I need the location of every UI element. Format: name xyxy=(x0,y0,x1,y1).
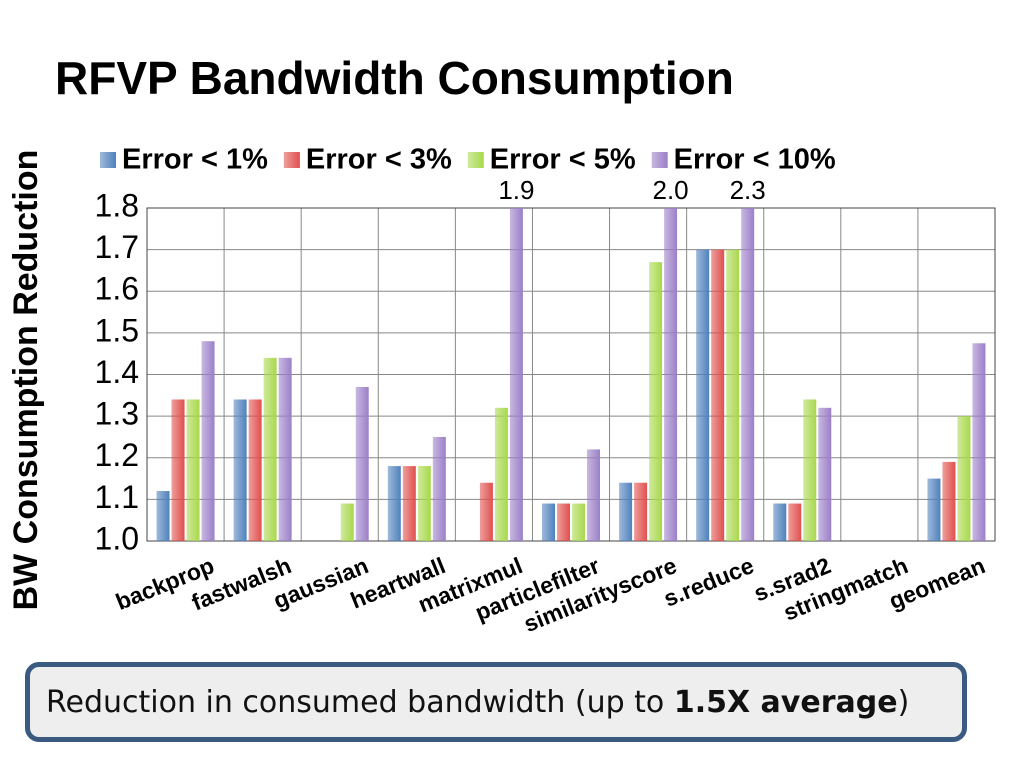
data-label: 2.3 xyxy=(730,175,766,205)
caption-text: ) xyxy=(897,684,910,720)
y-tick-label: 1.8 xyxy=(95,187,139,223)
bar xyxy=(557,503,570,541)
bar xyxy=(726,249,740,541)
bar xyxy=(619,482,633,541)
bar xyxy=(664,208,678,541)
bar xyxy=(233,399,247,541)
legend-swatch xyxy=(467,152,484,168)
legend-label: Error < 3% xyxy=(306,144,452,176)
bar xyxy=(803,399,817,541)
legend-swatch xyxy=(651,152,668,168)
bar xyxy=(278,357,292,541)
caption-box: Reduction in consumed bandwidth (up to 1… xyxy=(25,662,967,742)
data-label: 1.9 xyxy=(498,175,534,205)
bar xyxy=(417,466,431,541)
bar xyxy=(542,503,555,541)
chart-title: RFVP Bandwidth Consumption xyxy=(55,52,734,104)
y-tick-label: 1.3 xyxy=(95,396,139,432)
bar xyxy=(248,399,262,541)
bar xyxy=(942,461,956,541)
legend-label: Error < 1% xyxy=(122,144,268,176)
bar xyxy=(355,386,369,541)
caption-text: Reduction in consumed bandwidth (up to xyxy=(46,684,674,720)
bar xyxy=(788,503,802,541)
chart: RFVP Bandwidth Consumption BW Consumptio… xyxy=(7,52,996,637)
data-label: 2.0 xyxy=(653,175,689,205)
y-tick-label: 1.0 xyxy=(95,520,139,556)
bar xyxy=(387,466,401,541)
y-tick-label: 1.7 xyxy=(95,229,139,265)
legend-swatch xyxy=(283,152,300,168)
bar xyxy=(649,262,663,541)
bar xyxy=(972,343,986,541)
caption: Reduction in consumed bandwidth (up to 1… xyxy=(46,685,909,720)
bar xyxy=(711,249,725,541)
bar xyxy=(587,449,600,541)
legend-label: Error < 10% xyxy=(674,144,836,176)
bar xyxy=(572,503,585,541)
bar xyxy=(186,399,200,541)
bar xyxy=(171,399,185,541)
bar xyxy=(201,341,215,541)
x-tick-label: s.reduce xyxy=(660,552,757,612)
plot-frame xyxy=(146,207,996,542)
y-tick-label: 1.5 xyxy=(95,312,139,348)
bar xyxy=(696,249,710,541)
bar xyxy=(340,503,354,541)
bar xyxy=(773,503,787,541)
y-tick-label: 1.6 xyxy=(95,271,139,307)
bar xyxy=(263,357,277,541)
bar xyxy=(156,491,170,541)
bar xyxy=(494,407,508,541)
caption-bold: 1.5X average xyxy=(673,684,898,720)
y-axis-label: BW Consumption Reduction xyxy=(7,150,45,611)
bar xyxy=(927,478,941,541)
y-tick-label: 1.1 xyxy=(95,479,139,515)
bar xyxy=(818,407,832,541)
legend-label: Error < 5% xyxy=(490,144,636,176)
bar xyxy=(402,466,416,541)
bar xyxy=(479,482,493,541)
legend-swatch xyxy=(100,152,116,168)
bar xyxy=(509,208,523,541)
y-tick-label: 1.2 xyxy=(95,437,139,473)
y-tick-label: 1.4 xyxy=(95,354,139,390)
bar xyxy=(957,416,971,541)
bar xyxy=(432,436,446,541)
bar xyxy=(741,208,755,541)
bar xyxy=(634,482,648,541)
